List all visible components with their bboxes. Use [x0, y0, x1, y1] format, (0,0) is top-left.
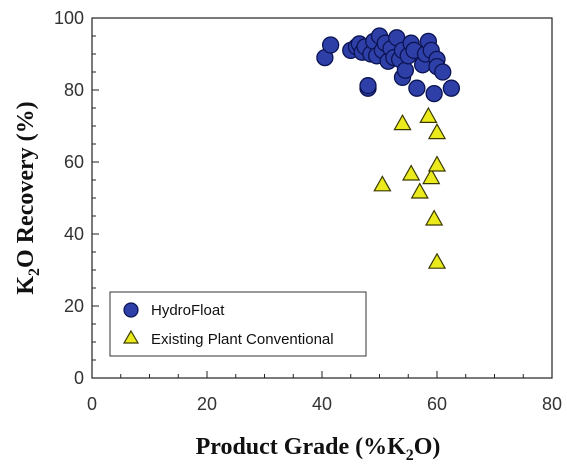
hydrofloat-point: [408, 79, 426, 97]
x-tick-label: 80: [542, 394, 562, 414]
legend-box: [109, 291, 367, 357]
axis-ticks: 0 20 40 60 80 100 0 20 40 60 80: [54, 8, 562, 414]
x-axis-title-sub: 2: [406, 447, 414, 464]
x-tick-label: 40: [312, 394, 332, 414]
conventional-point: [422, 167, 441, 185]
x-axis-title: Product Grade (%K2O): [196, 434, 441, 464]
hydrofloat-point: [434, 63, 452, 81]
y-tick-label: 20: [64, 296, 84, 316]
conventional-point: [393, 113, 412, 131]
x-axis-title-part1: Product Grade (%K: [196, 434, 407, 460]
hydrofloat-point: [425, 84, 443, 103]
y-axis-title: K2O Recovery (%): [13, 101, 43, 294]
y-tick-label: 80: [64, 80, 84, 100]
legend-conventional-label: Existing Plant Conventional: [151, 331, 334, 348]
conventional-point: [427, 252, 447, 269]
x-tick-label: 60: [427, 394, 447, 414]
conventional-point: [427, 122, 447, 140]
conventional-point: [424, 209, 444, 226]
y-axis-title-sub: 2: [26, 268, 43, 276]
x-axis-title-part3: O): [414, 434, 441, 460]
hydrofloat-point: [396, 61, 415, 79]
y-tick-label: 0: [74, 368, 84, 388]
conventional-point: [410, 182, 429, 199]
hydrofloat-point: [321, 36, 340, 54]
legend-conventional-marker: [122, 329, 140, 344]
conventional-point: [401, 164, 421, 181]
x-tick-label: 20: [197, 394, 217, 414]
conventional-point: [419, 106, 438, 124]
y-tick-label: 40: [64, 224, 84, 244]
data-points: [316, 27, 461, 269]
y-axis-title-part3: O Recovery (%): [13, 101, 39, 268]
hydrofloat-point: [442, 79, 461, 97]
y-axis-title-part1: K: [13, 276, 39, 295]
hydrofloat-point: [359, 77, 377, 95]
legend-hydrofloat-label: HydroFloat: [151, 302, 225, 319]
y-tick-label: 60: [64, 152, 84, 172]
y-tick-label: 100: [54, 8, 84, 28]
conventional-point: [373, 175, 392, 192]
conventional-point: [427, 155, 447, 172]
x-tick-label: 0: [87, 394, 97, 414]
legend: HydroFloat Existing Plant Conventional: [109, 291, 367, 357]
legend-hydrofloat-marker: [123, 302, 139, 318]
